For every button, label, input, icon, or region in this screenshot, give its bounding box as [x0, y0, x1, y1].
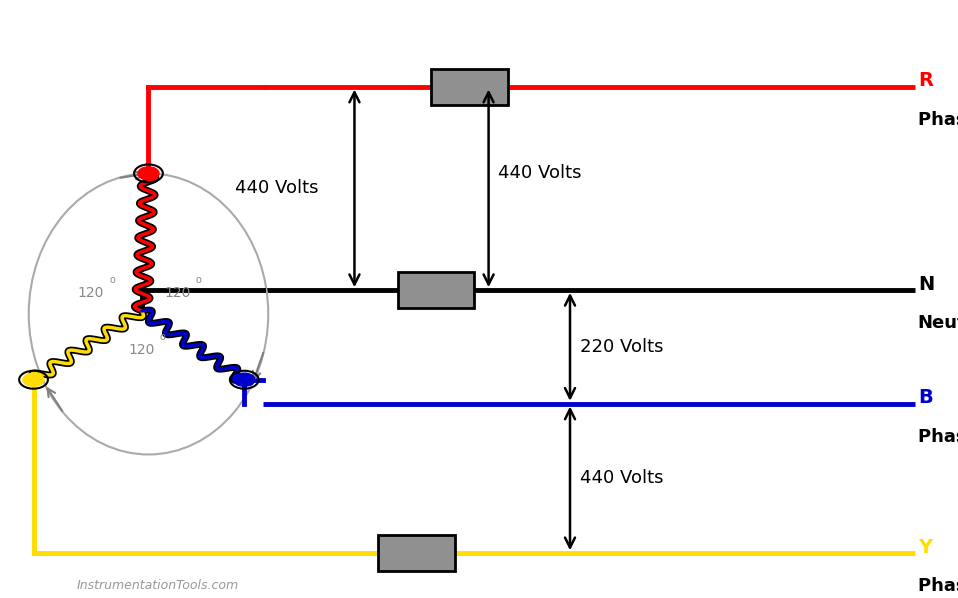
Bar	[378, 535, 455, 571]
Text: InstrumentationTools.com: InstrumentationTools.com	[77, 579, 239, 592]
Text: 120: 120	[78, 286, 104, 300]
Text: Phase 1: Phase 1	[918, 111, 958, 129]
Text: 120: 120	[128, 343, 155, 357]
Text: Phase 3: Phase 3	[918, 577, 958, 595]
Circle shape	[138, 167, 159, 180]
Text: Phase 2: Phase 2	[918, 428, 958, 446]
Bar	[431, 69, 508, 105]
Text: 440 Volts: 440 Volts	[580, 469, 663, 487]
Bar	[398, 272, 474, 308]
Circle shape	[23, 373, 44, 386]
Bar	[398, 272, 474, 308]
Text: B: B	[918, 388, 932, 407]
Text: 220 Volts: 220 Volts	[580, 338, 663, 356]
Bar	[431, 69, 508, 105]
Text: R: R	[918, 71, 933, 90]
Text: Neutral: Neutral	[918, 314, 958, 332]
Text: 440 Volts: 440 Volts	[235, 179, 318, 197]
Circle shape	[234, 373, 255, 386]
Text: N: N	[918, 274, 934, 294]
Text: Y: Y	[918, 538, 932, 557]
Text: 120: 120	[164, 286, 191, 300]
Text: o: o	[195, 275, 201, 285]
Bar	[378, 535, 455, 571]
Text: o: o	[160, 332, 166, 341]
Text: o: o	[109, 275, 115, 285]
Text: 440 Volts: 440 Volts	[498, 164, 582, 182]
